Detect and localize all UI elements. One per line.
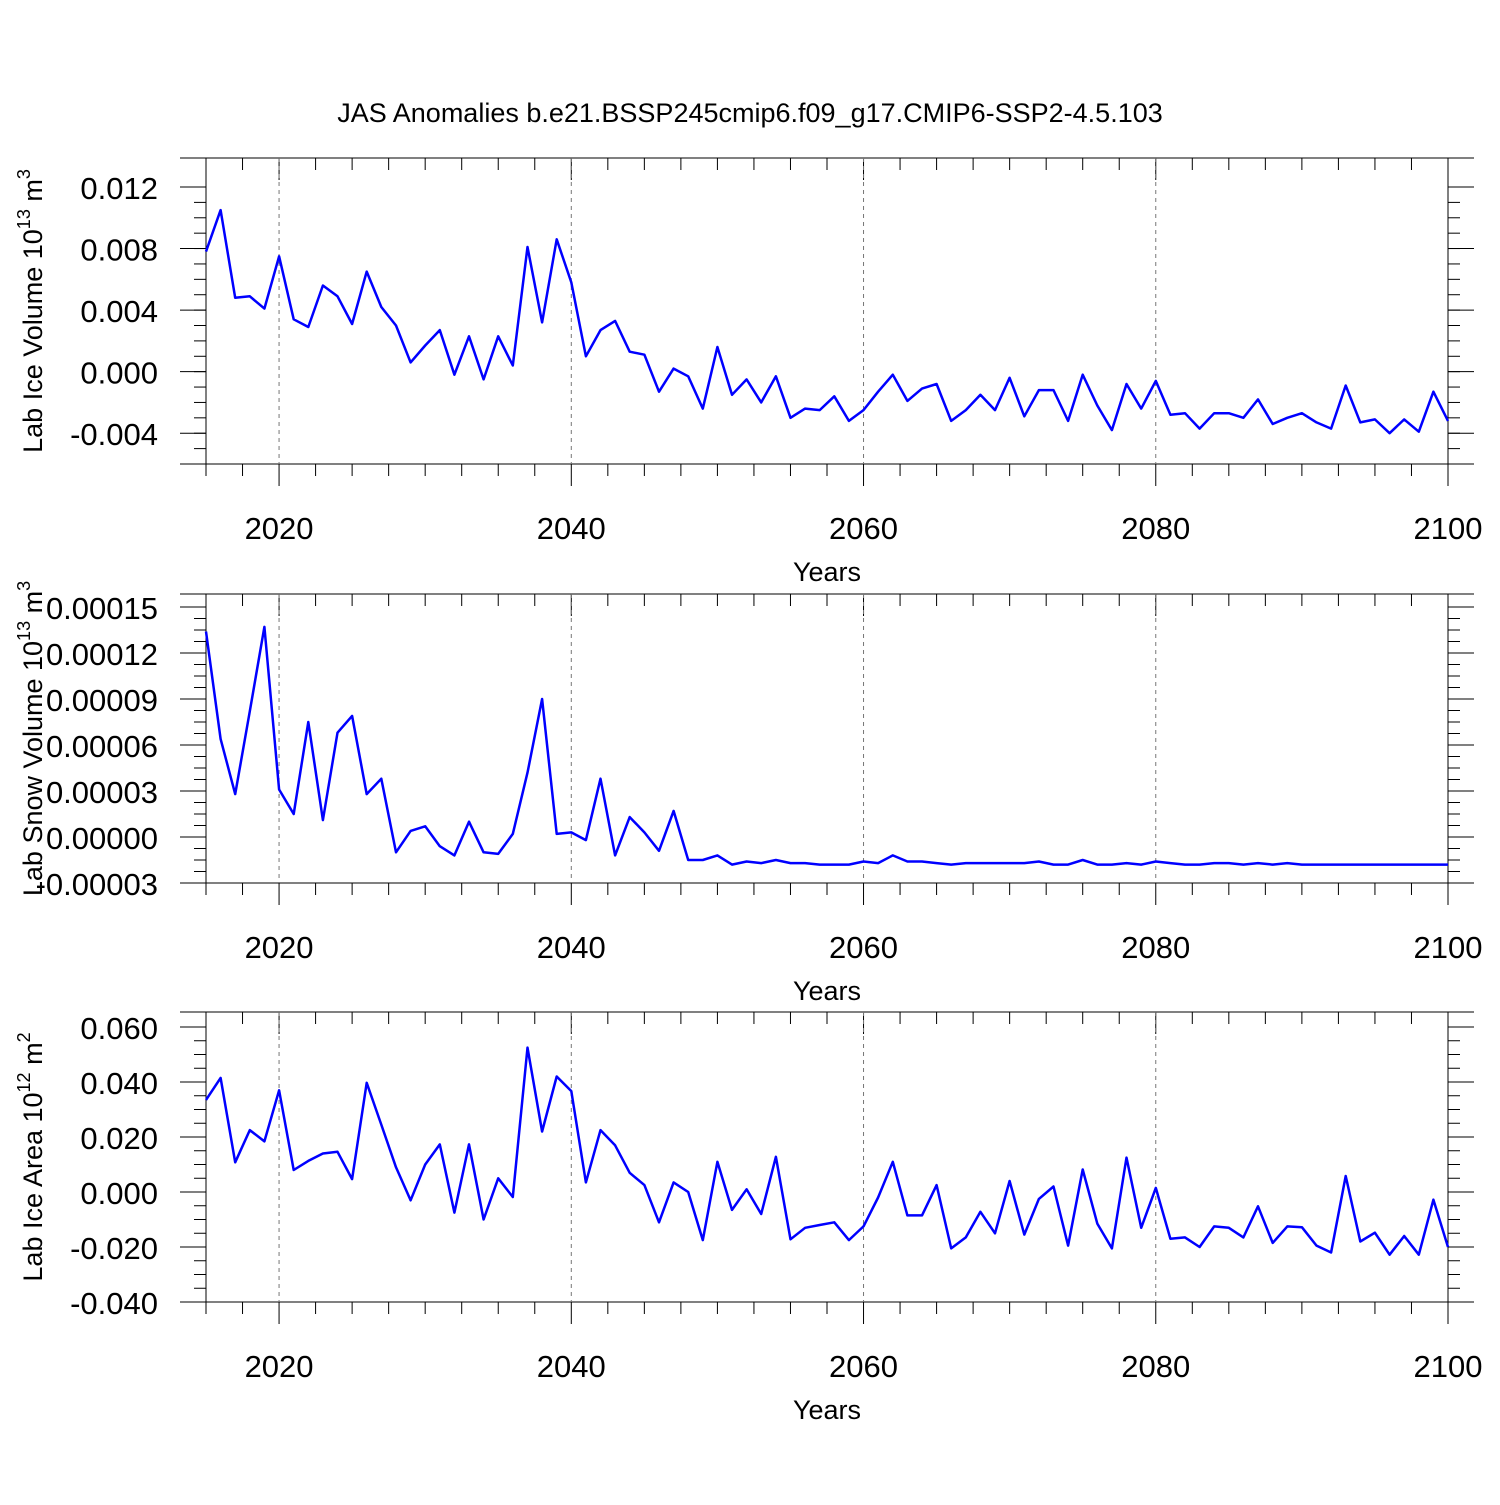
x-tick-label: 2040 xyxy=(537,1349,606,1384)
x-tick-label: 2100 xyxy=(1414,930,1483,965)
x-tick-label: 2040 xyxy=(537,930,606,965)
panel-1: 0.012 0.008 0.004 0.000 -0.004 2020 2040 2060 20… xyxy=(14,157,1483,587)
y-tick-label: -0.040 xyxy=(70,1286,158,1321)
y-tick-label: 0.008 xyxy=(80,233,158,268)
x-tick-label: 2060 xyxy=(829,511,898,546)
y-tick-label: -0.004 xyxy=(70,417,158,452)
y-tick-label: 0.00003 xyxy=(46,775,158,810)
y-tick-label: 0.00000 xyxy=(46,821,158,856)
x-axis-label: Years xyxy=(793,976,861,1006)
y-axis-label: Lab Ice Area 1012 m2 xyxy=(14,1032,48,1281)
y-tick-label: 0.000 xyxy=(80,1176,158,1211)
y-tick-label: 0.004 xyxy=(80,294,158,329)
x-tick-label: 2060 xyxy=(829,1349,898,1384)
series-line xyxy=(204,208,1450,435)
x-tick-label: 2020 xyxy=(245,511,314,546)
x-axis-label: Years xyxy=(793,1395,861,1425)
panel-2: 0.00015 0.00012 0.00009 0.00006 0.00003 0.000… xyxy=(14,581,1482,1006)
y-tick-label: 0.00012 xyxy=(46,637,158,672)
y-tick-label: 0.00015 xyxy=(46,591,158,626)
y-tick-label: -0.020 xyxy=(70,1231,158,1266)
panel-3: 0.060 0.040 0.020 0.000 -0.020 -0.040 2020 2040… xyxy=(14,1011,1482,1425)
x-tick-label: 2040 xyxy=(537,511,606,546)
x-tick-label: 2080 xyxy=(1121,511,1190,546)
x-tick-label: 2060 xyxy=(829,930,898,965)
y-tick-label: 0.000 xyxy=(80,356,158,391)
y-tick-label: 0.00006 xyxy=(46,729,158,764)
x-tick-label: 2100 xyxy=(1414,511,1483,546)
y-tick-label: 0.00009 xyxy=(46,683,158,718)
x-tick-label: 2080 xyxy=(1121,930,1190,965)
x-tick-label: 2020 xyxy=(245,1349,314,1384)
y-tick-label: 0.012 xyxy=(80,171,158,206)
x-tick-label: 2100 xyxy=(1414,1349,1483,1384)
x-tick-label: 2020 xyxy=(245,930,314,965)
series-line xyxy=(204,625,1448,866)
series-line xyxy=(204,1046,1450,1256)
y-tick-label: -0.00003 xyxy=(36,867,158,902)
x-axis-label: Years xyxy=(793,557,861,587)
y-tick-label: 0.040 xyxy=(80,1066,158,1101)
y-tick-label: 0.020 xyxy=(80,1121,158,1156)
y-axis-label: Lab Snow Volume 1013 m3 xyxy=(14,581,48,896)
y-axis-label: Lab Ice Volume 1013 m3 xyxy=(14,169,48,453)
figure-title: JAS Anomalies b.e21.BSSP245cmip6.f09_g17… xyxy=(337,98,1163,128)
x-tick-label: 2080 xyxy=(1121,1349,1190,1384)
y-tick-label: 0.060 xyxy=(80,1011,158,1046)
